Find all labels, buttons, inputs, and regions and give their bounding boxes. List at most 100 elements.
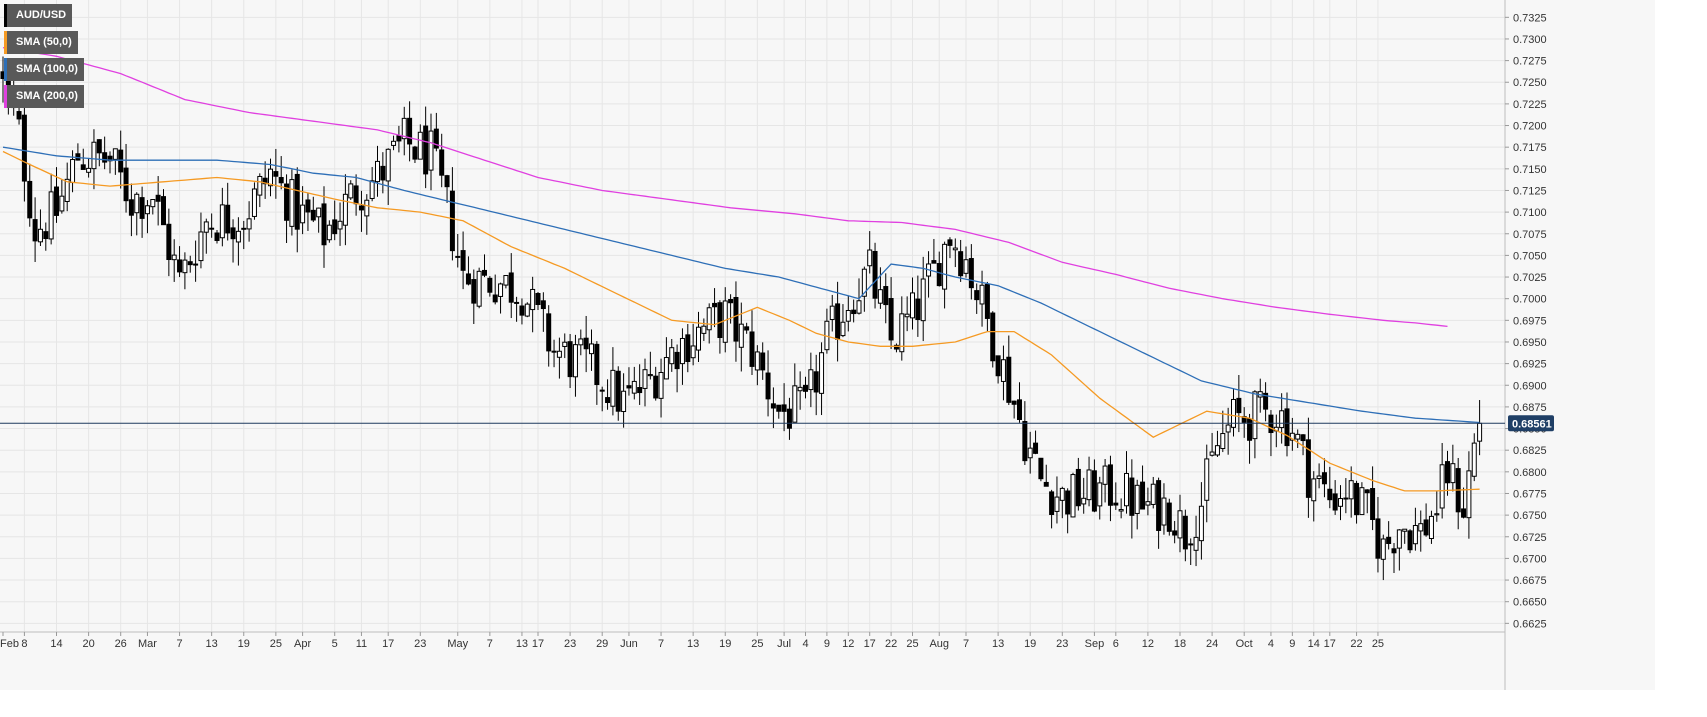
candle-down	[16, 111, 22, 120]
x-tick-label: 14	[1308, 638, 1320, 650]
candle-up	[268, 168, 273, 187]
candle-up	[829, 305, 835, 320]
candle-down	[305, 199, 311, 213]
x-tick-label: Feb	[0, 638, 19, 650]
x-tick-label: 24	[1206, 638, 1218, 650]
y-tick-label: 0.6825	[1513, 445, 1547, 457]
candle-down	[310, 209, 316, 221]
candle-up	[942, 243, 948, 290]
legend-item-sma50[interactable]: SMA (50,0)	[4, 31, 84, 54]
candle-down	[1113, 502, 1119, 506]
x-tick-label: 20	[82, 638, 94, 650]
candle-down	[161, 196, 166, 226]
candle-down	[728, 299, 734, 304]
candle-down	[455, 255, 461, 258]
candle-down	[685, 334, 691, 363]
candle-down	[32, 219, 38, 242]
candle-down	[1166, 502, 1172, 532]
x-tick-label: 25	[1372, 638, 1384, 650]
sma100-line	[2, 146, 1480, 424]
candle-up	[503, 275, 509, 286]
candle-up	[326, 224, 332, 241]
price-tag-label: 0.68561	[1512, 418, 1552, 430]
y-tick-label: 0.6975	[1513, 315, 1547, 327]
candle-down	[1461, 508, 1467, 518]
x-tick-label: 7	[487, 638, 493, 650]
y-tick-label: 0.6750	[1513, 510, 1547, 522]
candle-up	[1396, 529, 1402, 549]
x-tick-label: 26	[115, 638, 127, 650]
candle-down	[653, 375, 659, 399]
candle-up	[1054, 496, 1060, 512]
candle-up	[251, 188, 257, 217]
candle-down	[535, 292, 541, 305]
candle-down	[380, 165, 386, 181]
candle-down	[749, 331, 755, 367]
x-tick-label: 19	[719, 638, 731, 650]
candle-down	[423, 125, 429, 175]
candle-down	[733, 296, 739, 342]
candle-up	[1428, 515, 1434, 540]
candle-up	[1118, 509, 1124, 512]
legend-item-sma200[interactable]: SMA (200,0)	[4, 85, 84, 108]
candle-up	[1204, 458, 1210, 501]
candle-down	[1188, 543, 1194, 546]
candle-down	[995, 355, 1001, 377]
candle-down	[294, 173, 300, 230]
y-tick-label: 0.7125	[1513, 185, 1547, 197]
legend-item-price[interactable]: AUD/USD	[4, 4, 84, 27]
legend-label-sma100: SMA (100,0)	[7, 58, 84, 81]
candle-up	[754, 351, 760, 371]
legend-item-sma100[interactable]: SMA (100,0)	[4, 58, 84, 81]
candle-up	[364, 199, 370, 217]
candle-up	[498, 283, 504, 297]
candle-up	[1150, 483, 1156, 505]
candle-up	[91, 141, 97, 170]
candle-down	[353, 185, 359, 205]
candle-down	[1423, 519, 1429, 536]
candle-up	[679, 337, 685, 365]
candle-down	[760, 352, 766, 371]
x-tick-label: Jun	[620, 638, 638, 650]
candle-up	[572, 344, 578, 378]
candle-down	[1263, 392, 1269, 410]
candle-down	[1038, 457, 1044, 480]
candle-up	[1418, 523, 1424, 532]
candle-down	[225, 204, 231, 234]
candle-up	[1081, 497, 1087, 505]
candle-down	[615, 370, 621, 412]
candle-up	[840, 321, 846, 337]
x-tick-label: 7	[963, 638, 969, 650]
candle-up	[150, 199, 156, 208]
candle-down	[803, 384, 808, 392]
candle-up	[690, 345, 696, 359]
candle-down	[321, 203, 327, 246]
candle-up	[1439, 464, 1445, 509]
candle-up	[342, 193, 348, 226]
y-tick-label: 0.7100	[1513, 207, 1547, 219]
candle-up	[621, 390, 627, 413]
candle-up	[1412, 525, 1418, 545]
candle-up	[316, 207, 322, 218]
candle-up	[647, 374, 653, 377]
legend-swatch-price	[4, 4, 7, 27]
candle-down	[1049, 491, 1055, 515]
legend-label-sma200: SMA (200,0)	[7, 85, 84, 108]
y-tick-label: 0.6875	[1513, 402, 1547, 414]
candle-down	[567, 341, 573, 378]
legend-swatch-sma50	[4, 31, 7, 54]
candle-up	[182, 259, 188, 274]
candle-up	[1466, 470, 1472, 519]
candle-down	[214, 232, 220, 241]
candle-down	[241, 227, 247, 230]
candle-up	[209, 227, 215, 230]
candle-up	[910, 292, 915, 319]
candle-down	[128, 199, 134, 216]
candle-down	[1156, 480, 1162, 531]
candle-up	[819, 352, 825, 394]
x-tick-label: 17	[532, 638, 544, 650]
candle-down	[273, 171, 279, 177]
candle-up	[337, 220, 343, 230]
